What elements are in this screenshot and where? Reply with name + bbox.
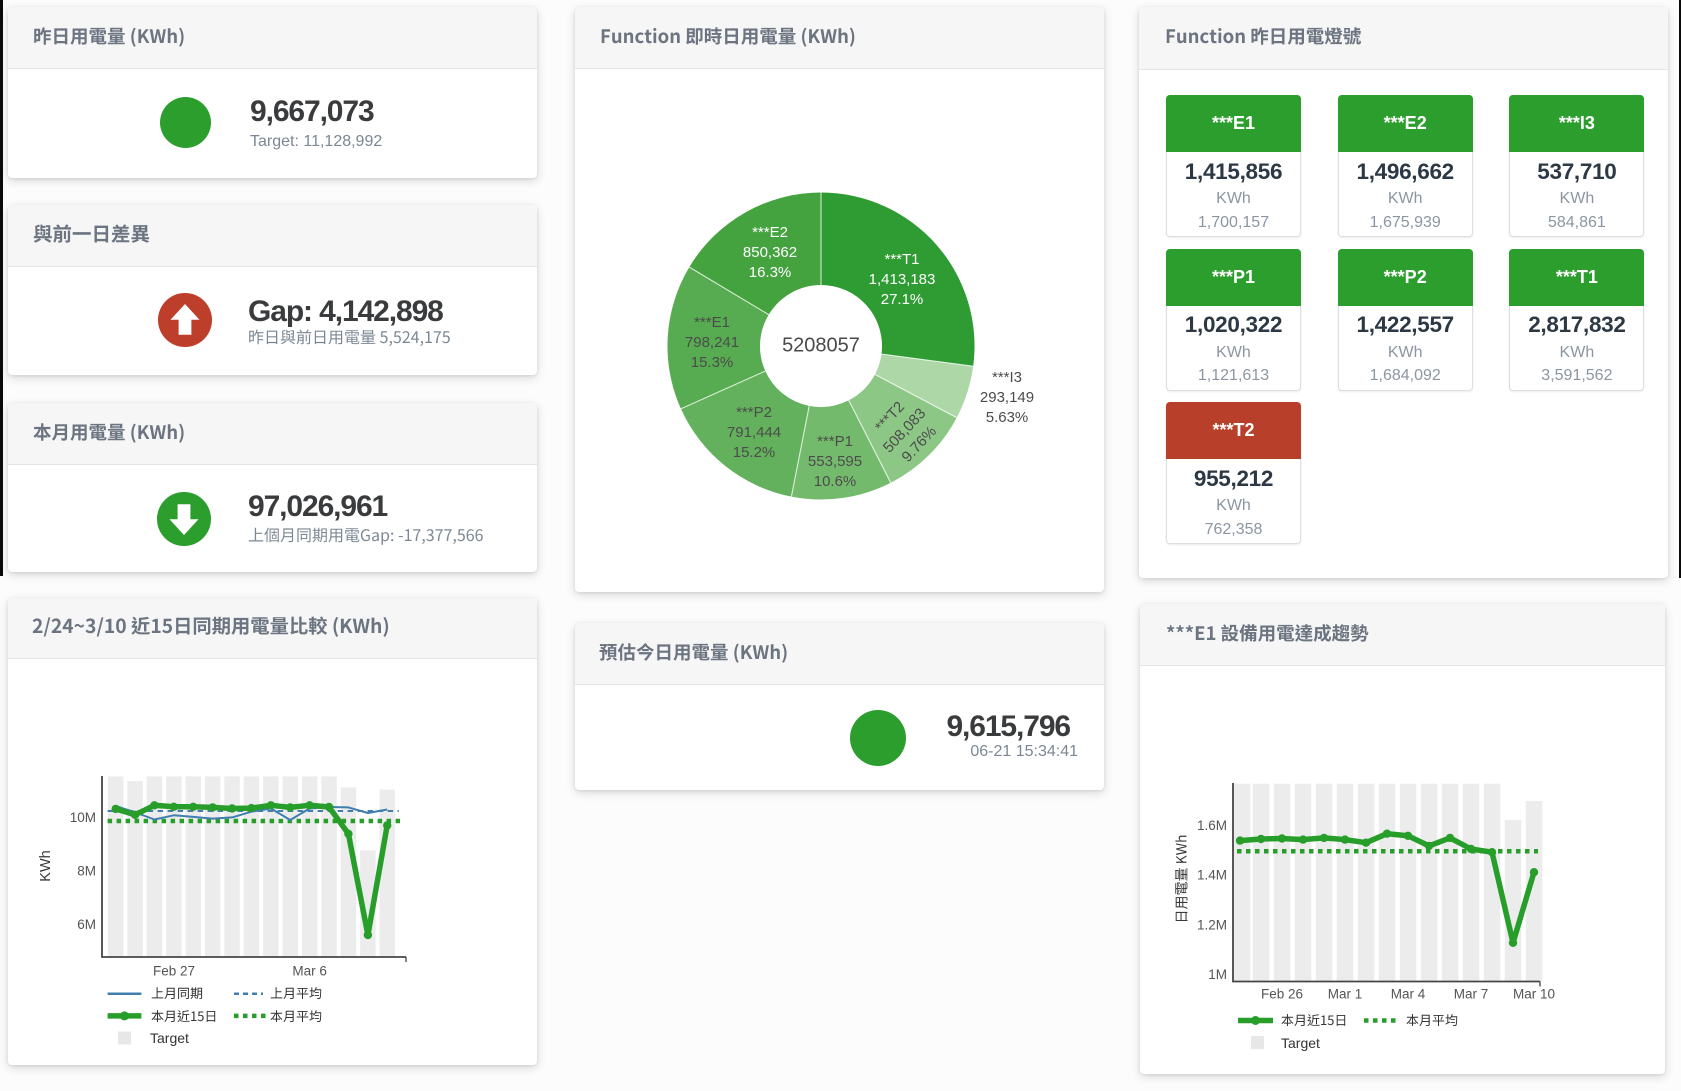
svg-text:Target: Target xyxy=(1281,1035,1320,1051)
svg-text:Feb 26: Feb 26 xyxy=(1261,987,1303,1002)
svg-text:Mar 10: Mar 10 xyxy=(1513,987,1555,1002)
svg-text:6M: 6M xyxy=(77,917,96,932)
svg-text:Mar 6: Mar 6 xyxy=(292,964,327,979)
svg-text:Mar 7: Mar 7 xyxy=(1454,987,1489,1002)
svg-text:Mar 4: Mar 4 xyxy=(1391,987,1426,1002)
svg-text:1.4M: 1.4M xyxy=(1197,868,1227,883)
svg-text:10M: 10M xyxy=(70,810,96,825)
svg-text:1.2M: 1.2M xyxy=(1197,917,1227,932)
svg-text:Target: Target xyxy=(150,1030,189,1046)
svg-text:1M: 1M xyxy=(1208,967,1227,982)
svg-text:KWh: KWh xyxy=(38,850,54,881)
svg-text:Feb 27: Feb 27 xyxy=(153,964,195,979)
svg-text:1.6M: 1.6M xyxy=(1197,818,1227,833)
svg-text:8M: 8M xyxy=(77,864,96,879)
svg-text:Mar 1: Mar 1 xyxy=(1328,987,1363,1002)
